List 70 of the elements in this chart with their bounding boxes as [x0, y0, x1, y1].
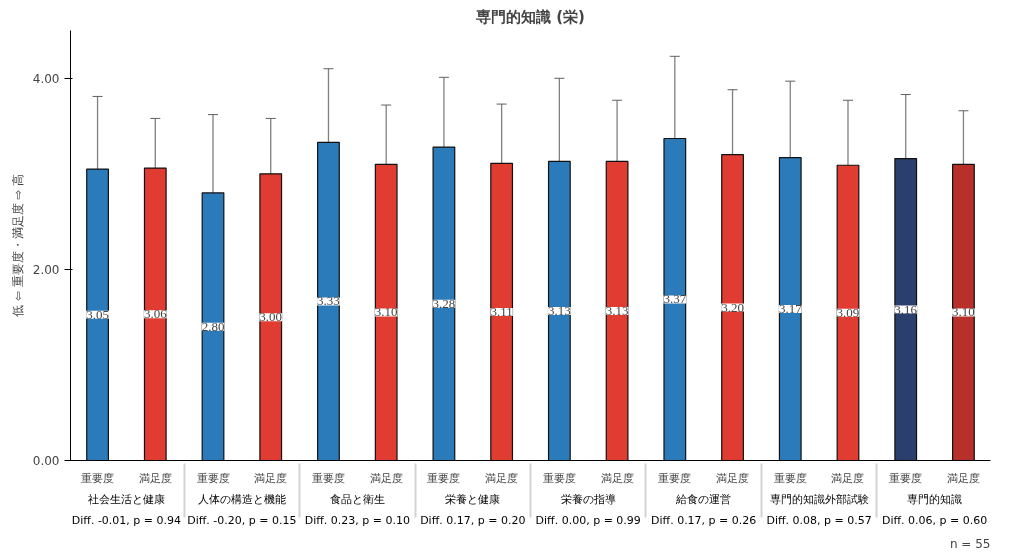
text: 給食の運営	[675, 492, 732, 506]
data-label: 3.16	[894, 301, 918, 317]
bar	[547, 160, 571, 461]
bar	[894, 157, 918, 461]
bar	[143, 167, 167, 461]
text: Diff. 0.17, p = 0.20	[420, 513, 526, 527]
x-tick-label: 重要度	[542, 471, 576, 485]
x-tick-label: 重要度	[311, 471, 345, 485]
data-label: 3.10	[952, 304, 975, 320]
data-label: 3.20	[721, 299, 744, 315]
x-tick-label: 重要度	[889, 471, 923, 485]
bar	[374, 163, 398, 461]
x-tick-label: 満足度	[716, 471, 750, 485]
data-label: 3.00	[259, 309, 283, 325]
text: 栄養と健康	[445, 492, 501, 506]
x-tick-label: 満足度	[254, 471, 288, 485]
y-tick-label: 4.00	[32, 71, 60, 86]
y-axis-title: 低 ⇦ 重要度・満足度 ⇨ 高	[10, 173, 25, 318]
bar	[201, 192, 225, 461]
data-label: 3.28	[432, 295, 456, 311]
text: Diff. 0.00, p = 0.99	[535, 513, 641, 527]
data-label: 3.09	[836, 304, 860, 320]
data-label: 3.17	[778, 301, 803, 317]
bar	[836, 164, 860, 461]
data-label: 3.13	[605, 302, 629, 318]
data-label: 3.11	[490, 303, 513, 319]
bar	[432, 146, 456, 461]
data-label: 3.10	[374, 304, 398, 320]
bar	[952, 163, 975, 461]
data-label: 3.13	[547, 302, 571, 318]
data-label: 3.05	[86, 306, 109, 322]
text: Diff. 0.17, p = 0.26	[651, 513, 757, 527]
x-tick-label: 重要度	[427, 471, 461, 485]
text: Diff. 0.06, p = 0.60	[881, 513, 988, 527]
chart-title: 専門的知識 (栄)	[475, 7, 585, 26]
text: 専門的知識外部試験	[769, 492, 869, 506]
text: 食品と衛生	[329, 492, 385, 506]
data-label: 2.80	[201, 318, 225, 334]
bar	[721, 154, 744, 461]
data-label: 3.37	[663, 291, 687, 307]
x-tick-label: 満足度	[369, 471, 403, 485]
text: 人体の構造と機能	[197, 492, 286, 506]
x-tick-label: 重要度	[196, 471, 230, 485]
text: Diff. 0.23, p = 0.10	[304, 513, 410, 527]
x-tick-label: 重要度	[81, 471, 115, 485]
bar	[605, 160, 629, 461]
y-tick-label: 2.00	[32, 262, 60, 277]
bar	[663, 137, 687, 461]
text: Diff. -0.20, p = 0.15	[187, 513, 297, 527]
text: 社会生活と健康	[87, 492, 165, 506]
x-tick-label: 満足度	[831, 471, 865, 485]
text: 栄養の指導	[560, 492, 616, 506]
text: 専門的知識	[907, 492, 963, 506]
x-tick-label: 満足度	[600, 471, 634, 485]
bar	[778, 156, 802, 461]
bar	[86, 168, 109, 461]
text: Diff. 0.08, p = 0.57	[766, 513, 872, 527]
x-tick-label: 満足度	[946, 471, 980, 485]
x-tick-label: 重要度	[658, 471, 692, 485]
x-tick-label: 重要度	[773, 471, 807, 485]
bar	[259, 173, 283, 461]
bar	[490, 162, 514, 461]
x-tick-label: 満足度	[485, 471, 519, 485]
bar	[317, 141, 340, 461]
y-tick-label: 0.00	[32, 454, 60, 468]
text: n = 55	[949, 536, 991, 551]
text: Diff. -0.01, p = 0.94	[71, 513, 182, 527]
data-label: 3.06	[143, 306, 168, 322]
x-tick-label: 満足度	[138, 471, 172, 485]
data-label: 3.33	[317, 293, 340, 309]
